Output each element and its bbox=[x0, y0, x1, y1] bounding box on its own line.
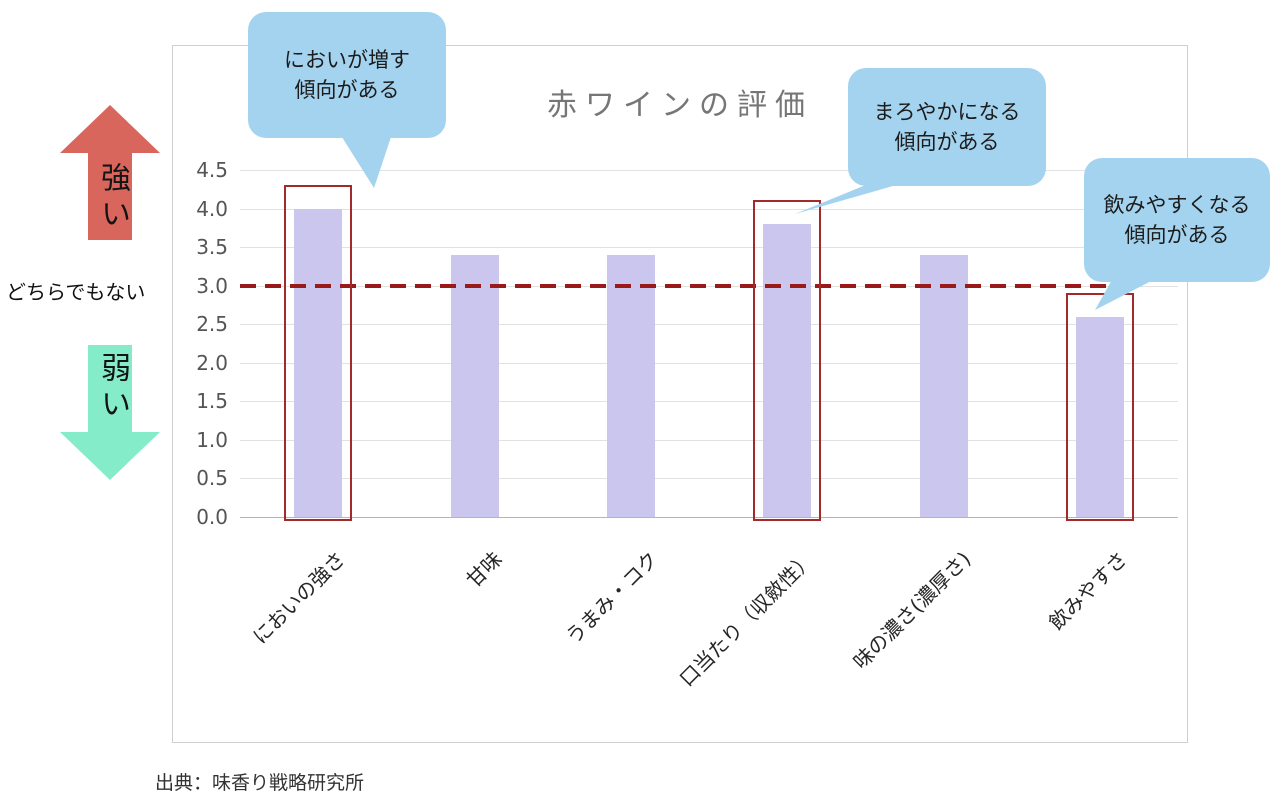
x-axis-label: においの強さ bbox=[248, 546, 350, 649]
callout-tail-shape bbox=[1095, 278, 1157, 310]
gridline bbox=[240, 517, 1178, 518]
highlight-box-飲みやすさ bbox=[1065, 292, 1134, 521]
highlight-box-口当たり（収斂性） bbox=[753, 199, 822, 521]
strong-up-arrow-shape bbox=[60, 105, 160, 240]
gridline bbox=[240, 170, 1178, 171]
gridline bbox=[240, 324, 1178, 326]
callout-tail-icon bbox=[795, 182, 907, 214]
y-axis-tick: 0.0 bbox=[196, 505, 228, 529]
y-axis-tick: 2.5 bbox=[196, 312, 228, 337]
weak-down-arrow-shape bbox=[60, 345, 160, 480]
gridline bbox=[240, 362, 1178, 364]
bar-うまみ・コク bbox=[606, 254, 655, 517]
bar-甘味 bbox=[450, 254, 499, 517]
neutral-label: どちらでもない bbox=[6, 280, 146, 304]
chart-title: 赤ワインの評価 bbox=[547, 88, 813, 123]
callout-easy-to-drink: 飲みやすくなる 傾向がある bbox=[1084, 158, 1270, 282]
bar-口当たり（収斂性） bbox=[763, 223, 812, 517]
x-axis-label: 味の濃さ(濃厚さ) bbox=[848, 546, 976, 674]
gridline bbox=[240, 401, 1178, 403]
callout-smell-increase: においが増す 傾向がある bbox=[248, 12, 446, 138]
gridline bbox=[240, 208, 1178, 210]
x-axis-label: 飲みやすさ bbox=[1043, 546, 1132, 635]
y-axis-tick: 1.0 bbox=[196, 427, 228, 452]
y-axis-tick: 3.0 bbox=[196, 273, 228, 298]
source-citation: 出典：味香り戦略研究所 bbox=[155, 772, 365, 794]
x-axis-label: うまみ・コク bbox=[560, 546, 663, 649]
weak-down-arrow-icon bbox=[60, 345, 160, 480]
highlight-box-においの強さ bbox=[284, 184, 353, 521]
callout-mellow: まろやかになる 傾向がある bbox=[848, 68, 1046, 186]
gridline bbox=[240, 439, 1178, 441]
bar-飲みやすさ bbox=[1075, 316, 1124, 517]
gridline bbox=[240, 478, 1178, 480]
callout-tail-shape bbox=[340, 134, 392, 188]
x-axis-label: 口当たり（収斂性） bbox=[674, 546, 819, 692]
y-axis-tick: 4.5 bbox=[196, 158, 228, 182]
bar-においの強さ bbox=[294, 208, 343, 517]
y-axis-tick: 4.0 bbox=[196, 196, 228, 221]
y-axis-tick: 2.0 bbox=[196, 350, 228, 375]
x-axis-label: 甘味 bbox=[461, 546, 507, 593]
y-axis-tick: 0.5 bbox=[196, 466, 228, 491]
callout-tail-shape bbox=[795, 182, 907, 214]
callout-tail-icon bbox=[340, 134, 392, 188]
strong-up-arrow-icon bbox=[60, 105, 160, 240]
y-axis-tick: 3.5 bbox=[196, 235, 228, 260]
bar-味の濃さ(濃厚さ) bbox=[919, 254, 968, 517]
gridline bbox=[240, 247, 1178, 249]
neutral-reference-line bbox=[240, 283, 1140, 288]
weak-label: 弱い bbox=[95, 352, 130, 424]
callout-tail-icon bbox=[1095, 278, 1157, 310]
strong-label: 強い bbox=[95, 162, 130, 234]
y-axis-tick: 1.5 bbox=[196, 389, 228, 414]
